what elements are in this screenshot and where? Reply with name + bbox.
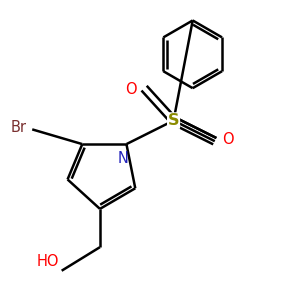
Text: HO: HO [36,254,59,269]
Text: O: O [222,132,234,147]
Text: Br: Br [10,120,26,135]
Text: N: N [118,152,129,166]
Text: S: S [168,113,179,128]
Text: O: O [125,82,137,97]
